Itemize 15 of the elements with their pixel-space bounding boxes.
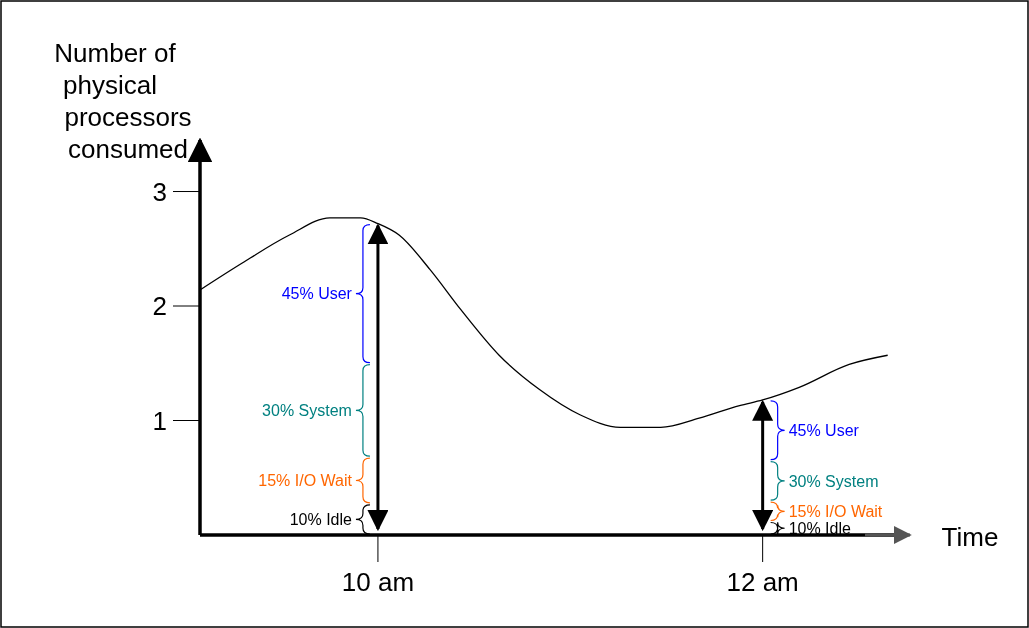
annotation: 15% I/O Wait xyxy=(258,472,353,490)
x-tick-label: 10 am xyxy=(341,567,415,597)
y-axis-title: Number of physical processors consumed xyxy=(54,38,192,164)
x-axis-title: Time xyxy=(941,522,999,552)
annotation: 10% Idle xyxy=(788,519,852,537)
x-tick-label: 12 am xyxy=(726,567,799,597)
annotation: 45% User xyxy=(281,285,353,303)
annotation: 30% System xyxy=(262,402,352,420)
annotation: 10% Idle xyxy=(289,511,353,529)
annotation: 15% I/O Wait xyxy=(788,502,883,520)
y-tick-label: 1 xyxy=(152,405,167,436)
y-tick-label: 2 xyxy=(152,291,167,322)
y-tick-label: 3 xyxy=(152,176,167,207)
annotation: 45% User xyxy=(788,421,860,439)
annotation: 30% System xyxy=(788,472,879,490)
